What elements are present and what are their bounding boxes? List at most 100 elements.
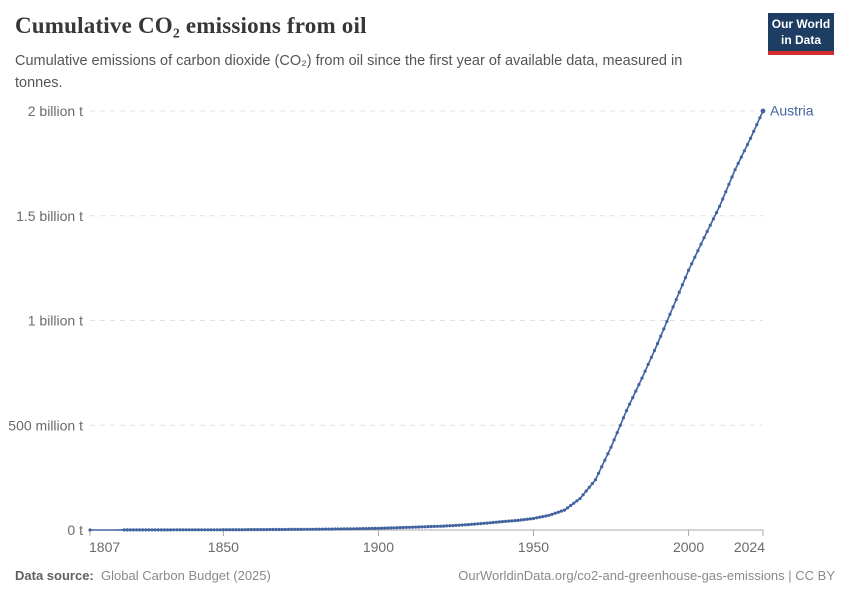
series-point: [466, 523, 470, 527]
series-point: [603, 458, 607, 462]
series-point: [209, 528, 213, 532]
x-tick-label: 2024: [734, 539, 765, 555]
series-point: [615, 431, 619, 435]
series-point: [414, 525, 418, 529]
series-point: [634, 389, 638, 393]
series-point: [345, 527, 349, 531]
series-point: [277, 527, 281, 532]
series-label-austria[interactable]: Austria: [770, 103, 814, 119]
series-point: [584, 489, 588, 493]
series-point: [308, 527, 312, 531]
x-tick-label: 1850: [208, 539, 239, 555]
series-point: [262, 528, 266, 532]
series-point: [739, 155, 743, 159]
series-point: [370, 526, 374, 531]
series-point: [184, 528, 188, 532]
data-source-label: Data source:: [15, 568, 94, 583]
series-point: [500, 520, 505, 524]
y-tick-label: 500 million t: [8, 417, 83, 433]
series-point: [606, 452, 610, 456]
series-point: [513, 519, 517, 523]
series-point: [286, 527, 291, 532]
series-point: [463, 523, 467, 527]
series-point: [401, 525, 405, 530]
series-point: [228, 528, 232, 532]
series-point: [407, 525, 411, 529]
series-point: [680, 283, 685, 287]
series-point: [640, 376, 644, 380]
series-point: [590, 481, 595, 486]
series-point: [566, 506, 570, 510]
series-point: [429, 524, 433, 529]
data-source-note: Data source: Global Carbon Budget (2025): [15, 568, 271, 583]
owid-logo[interactable]: Our World in Data: [768, 13, 834, 56]
chart-subtitle: Cumulative emissions of carbon dioxide (…: [15, 53, 683, 91]
series-point: [550, 512, 554, 516]
series-point: [454, 523, 458, 528]
series-point: [646, 362, 650, 366]
series-point: [172, 528, 176, 532]
series-point: [755, 123, 759, 127]
series-point: [265, 528, 269, 532]
series-point: [448, 524, 452, 528]
series-point: [575, 499, 579, 503]
series-point: [687, 268, 691, 272]
series-point: [246, 528, 250, 532]
series-point: [268, 527, 272, 532]
series-point: [196, 528, 201, 532]
series-point: [259, 528, 263, 532]
series-point: [696, 249, 700, 253]
series-point: [296, 527, 300, 532]
series-point: [147, 528, 151, 532]
series-point: [327, 527, 331, 531]
series-point: [215, 528, 219, 532]
series-point: [324, 527, 328, 531]
series-point: [237, 528, 241, 532]
series-point: [587, 485, 591, 489]
series-point: [488, 521, 492, 525]
y-tick-label: 1.5 billion t: [16, 208, 83, 224]
series-point: [426, 525, 430, 529]
series-point: [240, 528, 244, 532]
series-point: [373, 526, 377, 531]
series-point: [358, 527, 362, 531]
series-point: [438, 524, 443, 528]
series-point: [469, 522, 474, 526]
series-point: [460, 523, 464, 527]
series-point: [352, 527, 356, 531]
series-point: [699, 242, 703, 246]
series-point: [392, 526, 396, 530]
series-point: [671, 305, 675, 309]
series-point: [386, 526, 390, 530]
series-point: [476, 522, 480, 526]
series-point: [491, 520, 495, 525]
series-point: [364, 527, 368, 531]
series-point: [718, 204, 722, 208]
series-point: [128, 528, 132, 532]
series-point: [376, 526, 380, 530]
series-point: [659, 334, 663, 338]
owid-logo-line1: Our World: [771, 17, 831, 31]
series-point: [494, 520, 498, 524]
series-point: [122, 528, 126, 532]
series-point: [702, 236, 706, 240]
owid-url-link[interactable]: OurWorldinData.org/co2-and-greenhouse-ga…: [458, 568, 835, 583]
series-point: [758, 116, 762, 120]
series-point: [274, 527, 278, 532]
series-point: [342, 527, 346, 531]
series-point: [662, 327, 666, 331]
series-point: [243, 528, 247, 532]
series-point: [203, 528, 207, 532]
series-point: [293, 527, 297, 532]
series-point: [547, 513, 551, 517]
x-tick-label: 1807: [89, 539, 120, 555]
series-point: [612, 438, 616, 442]
series-point: [624, 409, 629, 413]
series-point: [348, 527, 353, 531]
page-title: Cumulative CO₂ emissions from oil: [15, 13, 367, 38]
series-point: [727, 182, 731, 186]
series-point: [193, 528, 197, 532]
series-point: [395, 526, 399, 530]
